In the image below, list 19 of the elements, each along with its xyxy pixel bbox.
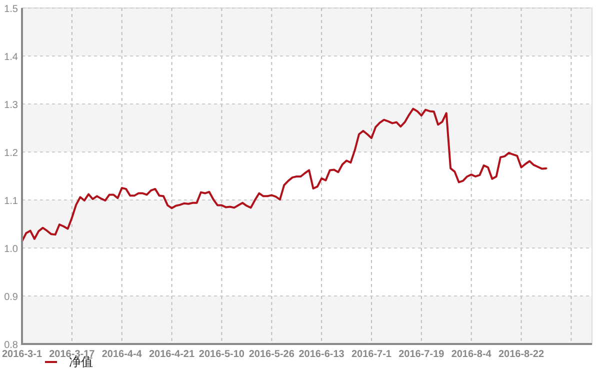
y-tick-label: 0.9	[4, 292, 18, 303]
x-tick-label: 2016-7-19	[398, 349, 445, 360]
x-tick-label: 2016-4-4	[102, 349, 142, 360]
y-tick-label: 1.3	[4, 100, 18, 111]
x-tick-label: 2016-7-1	[351, 349, 392, 360]
x-tick-label: 2016-5-26	[248, 349, 295, 360]
y-tick-label: 1.4	[4, 52, 18, 63]
y-tick-label: 1.1	[4, 196, 18, 207]
x-tick-label: 2016-3-1	[2, 349, 42, 360]
line-series	[21, 108, 548, 242]
x-tick-label: 2016-8-22	[498, 349, 545, 360]
y-tick-label: 1.0	[4, 244, 18, 255]
x-tick-label: 2016-4-21	[148, 349, 196, 360]
y-tick-label: 0.8	[4, 340, 18, 351]
x-tick-label: 2016-8-4	[451, 349, 492, 360]
x-tick-label: 2016-5-10	[198, 349, 245, 360]
y-tick-label: 1.2	[4, 148, 18, 159]
x-tick-label: 2016-6-13	[298, 349, 345, 360]
y-tick-label: 1.5	[4, 4, 18, 15]
